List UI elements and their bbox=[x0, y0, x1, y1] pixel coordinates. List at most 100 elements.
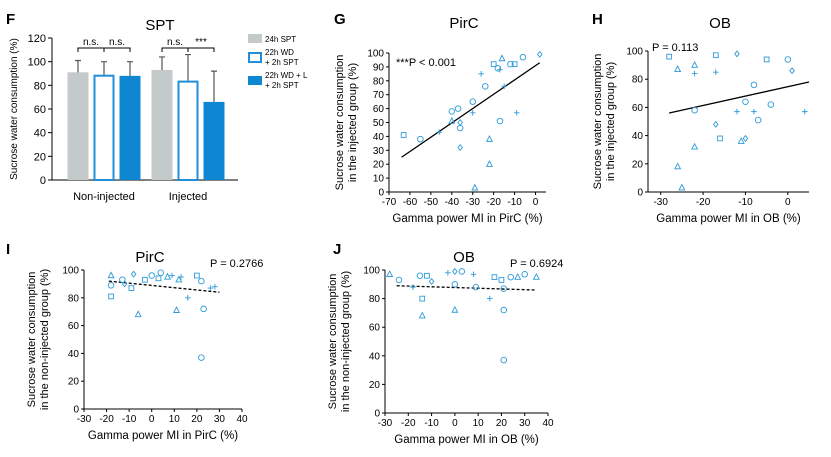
y-tick-label: 40 bbox=[369, 351, 381, 362]
significance-bracket bbox=[161, 47, 189, 52]
x-tick-label: -70 bbox=[382, 197, 397, 208]
data-point-square bbox=[142, 276, 148, 283]
panel-letter-f: F bbox=[6, 11, 15, 28]
data-point-plus bbox=[734, 108, 740, 115]
x-tick-label: -20 bbox=[99, 414, 114, 425]
panel-f: F SPT 0 20 40 60 80 100 120 Sucrose water consu… bbox=[6, 11, 308, 203]
x-tick-label: -30 bbox=[378, 418, 393, 429]
data-point-circle bbox=[500, 356, 508, 364]
stat-label: P = 0.2766 bbox=[210, 258, 263, 270]
y-tick-label: 60 bbox=[373, 104, 385, 115]
data-point-circle bbox=[500, 306, 508, 314]
x-tick-label: -10 bbox=[738, 197, 753, 208]
bar bbox=[203, 101, 225, 180]
data-point-square bbox=[717, 135, 723, 142]
data-point-circle bbox=[482, 83, 489, 90]
error-bar bbox=[75, 59, 81, 73]
panel-letter-j: J bbox=[333, 241, 341, 258]
y-tick-label: 60 bbox=[68, 321, 80, 332]
error-bar bbox=[159, 56, 165, 70]
significance-label: n.s. bbox=[83, 37, 99, 48]
x-tick-label: 0 bbox=[533, 197, 539, 208]
y-tick-label: 60 bbox=[369, 323, 381, 334]
data-point-triangle bbox=[691, 60, 699, 68]
y-tick-label: 40 bbox=[34, 128, 46, 140]
y-tick-label: 40 bbox=[632, 131, 644, 142]
x-tick-label: -20 bbox=[696, 197, 711, 208]
y-tick-label: 40 bbox=[373, 132, 385, 143]
x-tick-label: 10 bbox=[169, 414, 181, 425]
y-tick-label: 80 bbox=[369, 294, 381, 305]
y-tick-label: 100 bbox=[363, 266, 380, 277]
plot-area: 0 20 40 60 80 100 120 Sucrose water consumption… bbox=[9, 33, 238, 203]
y-tick-label: 20 bbox=[34, 151, 46, 163]
data-point-square bbox=[712, 52, 719, 59]
data-point-triangle bbox=[173, 306, 181, 313]
data-point-triangle bbox=[471, 183, 479, 191]
x-tick-label: -30 bbox=[466, 197, 481, 208]
data-point-diamond bbox=[452, 267, 458, 275]
error-bar bbox=[127, 61, 133, 76]
x-tick-label: 30 bbox=[519, 418, 531, 429]
x-tick-label: 10 bbox=[473, 418, 485, 429]
y-tick-label: 20 bbox=[369, 380, 381, 391]
data-point-circle bbox=[507, 273, 514, 281]
data-point-triangle bbox=[448, 116, 456, 124]
data-point-triangle bbox=[514, 272, 522, 280]
bar bbox=[151, 69, 173, 180]
data-point-triangle bbox=[674, 65, 682, 72]
legend-item-22h-wd: 22h WD + 2h SPT bbox=[248, 48, 299, 67]
data-point-circle bbox=[200, 305, 207, 313]
x-tick-label: 0 bbox=[785, 197, 791, 208]
data-point-triangle bbox=[485, 160, 494, 167]
legend-swatch bbox=[248, 52, 262, 63]
y-tick-label: 100 bbox=[367, 49, 384, 60]
data-point-diamond bbox=[734, 50, 740, 58]
data-point-plus bbox=[410, 284, 416, 290]
data-point-circle bbox=[519, 53, 527, 61]
data-point-circle bbox=[448, 108, 456, 115]
y-tick-label: 30 bbox=[373, 146, 385, 157]
data-point-triangle bbox=[418, 311, 426, 319]
x-tick-label: Injected bbox=[169, 191, 208, 203]
data-point-square bbox=[419, 295, 426, 302]
data-point-circle bbox=[507, 60, 514, 68]
data-point-triangle bbox=[134, 310, 142, 318]
y-tick-label: 0 bbox=[374, 409, 380, 420]
bar bbox=[119, 75, 141, 180]
y-tick-label: 80 bbox=[632, 75, 644, 86]
data-point-circle bbox=[198, 354, 205, 361]
x-tick-label: -60 bbox=[403, 197, 418, 208]
data-point-diamond bbox=[712, 120, 719, 128]
x-tick-label: -30 bbox=[653, 197, 668, 208]
significance-label: n.s. bbox=[109, 37, 125, 48]
significance-label: *** bbox=[195, 37, 207, 48]
legend-item-22h-wd-l: 22h WD + L + 2h SPT bbox=[248, 71, 308, 90]
y-tick-label: 60 bbox=[34, 104, 46, 116]
data-point-triangle bbox=[107, 271, 115, 279]
chart-title: PirC bbox=[449, 15, 478, 32]
stat-label: P = 0.6924 bbox=[510, 258, 563, 270]
x-tick-label: -10 bbox=[507, 197, 522, 208]
data-point-square bbox=[490, 61, 497, 67]
data-point-circle bbox=[107, 282, 115, 289]
y-tick-label: 0 bbox=[378, 188, 384, 199]
legend-swatch bbox=[248, 34, 262, 43]
data-point-diamond bbox=[536, 50, 543, 58]
legend-label: 22h WD + L + 2h SPT bbox=[265, 71, 308, 90]
x-tick-label: -50 bbox=[424, 197, 439, 208]
data-point-triangle bbox=[163, 272, 172, 280]
y-tick-label: 80 bbox=[34, 80, 46, 92]
x-tick-label: 40 bbox=[236, 414, 248, 425]
x-tick-label: Non-injected bbox=[73, 191, 135, 203]
y-tick-label: 20 bbox=[632, 159, 644, 170]
panel-j: J OB P = 0.6924 0 20 40 60 80 100 -30 -20 -10 0 10… bbox=[327, 241, 563, 446]
data-point-triangle bbox=[678, 183, 686, 191]
data-point-circle bbox=[469, 98, 476, 105]
data-point-circle bbox=[472, 283, 480, 291]
data-point-plus bbox=[712, 69, 719, 75]
data-point-square bbox=[108, 293, 114, 300]
data-point-circle bbox=[157, 269, 164, 277]
chart-title: OB bbox=[709, 15, 731, 32]
x-tick-label: -30 bbox=[77, 414, 92, 425]
